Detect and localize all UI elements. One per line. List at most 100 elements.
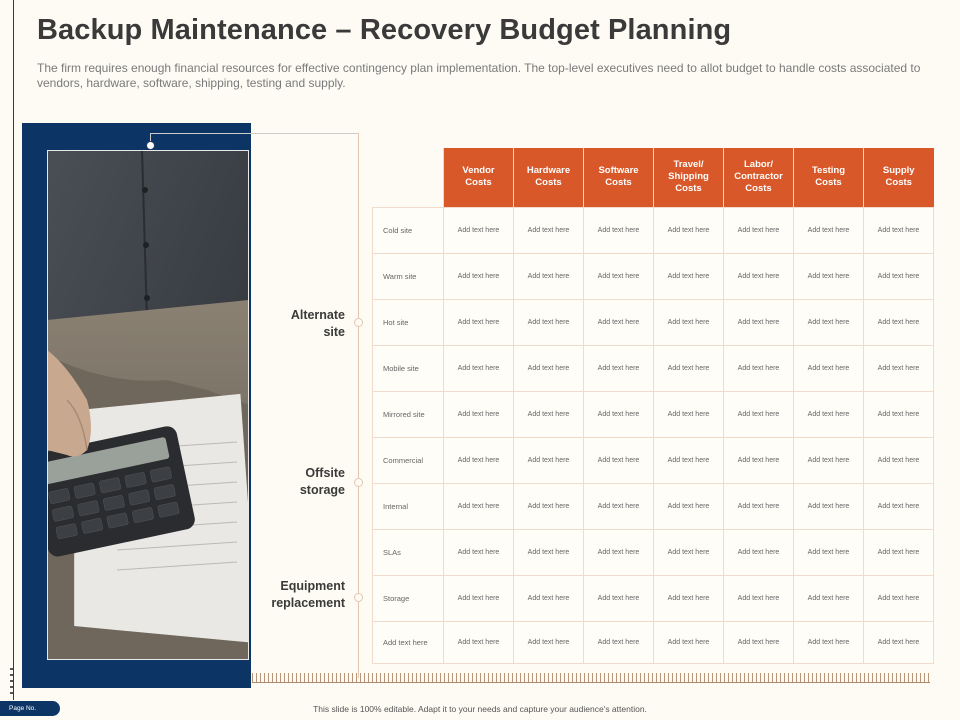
table-cell[interactable]: Add text here [793,390,864,438]
table-cell[interactable]: Add text here [513,344,584,392]
row-label: Storage [372,574,444,622]
table-cell[interactable]: Add text here [583,482,654,530]
table-cell[interactable]: Add text here [513,206,584,254]
table-row: Mirrored site Add text here Add text here A… [372,390,934,438]
table-cell[interactable]: Add text here [723,344,794,392]
column-header-line: Costs [745,183,772,195]
column-header: Supply Costs [863,148,934,207]
table-cell[interactable]: Add text here [583,574,654,622]
table-cell[interactable]: Add text here [863,436,934,484]
table-cell[interactable]: Add text here [793,252,864,300]
table-row: Add text here Add text here Add text here A… [372,620,934,664]
table-row: SLAs Add text here Add text here Add text h… [372,528,934,576]
column-header-line: Labor/ [743,159,774,171]
column-header-line: Costs [675,183,702,195]
table-header-row: Vendor Costs Hardware Costs Software Costs Tra… [373,148,934,207]
column-header: Travel/Shipping Costs [653,148,724,207]
vertical-dots-decoration [10,668,13,694]
table-cell[interactable]: Add text here [513,436,584,484]
table-cell[interactable]: Add text here [653,344,724,392]
table-cell[interactable]: Add text here [583,298,654,346]
table-cell[interactable]: Add text here [583,344,654,392]
table-cell[interactable]: Add text here [723,574,794,622]
table-cell[interactable]: Add text here [653,620,724,664]
column-header-line: Travel/ [673,159,704,171]
table-cell[interactable]: Add text here [863,252,934,300]
table-cell[interactable]: Add text here [863,390,934,438]
table-cell[interactable]: Add text here [863,206,934,254]
table-cell[interactable]: Add text here [723,482,794,530]
table-cell[interactable]: Add text here [443,252,514,300]
table-cell[interactable]: Add text here [583,620,654,664]
column-header-line: Costs [535,177,562,189]
table-cell[interactable]: Add text here [513,620,584,664]
table-cell[interactable]: Add text here [723,298,794,346]
table-cell[interactable]: Add text here [793,344,864,392]
table-cell[interactable]: Add text here [443,620,514,664]
table-cell[interactable]: Add text here [863,528,934,576]
table-cell[interactable]: Add text here [443,298,514,346]
table-cell[interactable]: Add text here [653,482,724,530]
table-cell[interactable]: Add text here [443,482,514,530]
footer-note: This slide is 100% editable. Adapt it to… [313,704,647,714]
table-cell[interactable]: Add text here [583,390,654,438]
table-cell[interactable]: Add text here [793,482,864,530]
group-label-line: replacement [271,596,345,610]
group-label-offsite-storage: Offsite storage [235,465,345,499]
table-cell[interactable]: Add text here [723,390,794,438]
table-cell[interactable]: Add text here [513,482,584,530]
table-cell[interactable]: Add text here [583,252,654,300]
table-cell[interactable]: Add text here [443,528,514,576]
table-cell[interactable]: Add text here [653,252,724,300]
table-cell[interactable]: Add text here [583,436,654,484]
table-cell[interactable]: Add text here [793,206,864,254]
table-cell[interactable]: Add text here [443,574,514,622]
table-cell[interactable]: Add text here [513,252,584,300]
group-label-line: storage [299,483,345,497]
table-cell[interactable]: Add text here [513,390,584,438]
table-cell[interactable]: Add text here [723,436,794,484]
table-cell[interactable]: Add text here [513,298,584,346]
row-label: Add text here [372,620,444,664]
group-label-alternate-site: Alternate site [235,307,345,341]
column-header-line: Costs [605,177,632,189]
table-cell[interactable]: Add text here [653,574,724,622]
group-label-line: site [323,325,345,339]
row-label: SLAs [372,528,444,576]
group-marker-icon [354,318,363,327]
table-cell[interactable]: Add text here [863,620,934,664]
table-cell[interactable]: Add text here [443,206,514,254]
table-cell[interactable]: Add text here [863,482,934,530]
table-cell[interactable]: Add text here [723,528,794,576]
group-bracket-line [358,133,359,678]
table-cell[interactable]: Add text here [653,390,724,438]
table-cell[interactable]: Add text here [863,574,934,622]
table-cell[interactable]: Add text here [793,298,864,346]
table-cell[interactable]: Add text here [793,436,864,484]
table-cell[interactable]: Add text here [443,436,514,484]
table-cell[interactable]: Add text here [653,206,724,254]
table-row: Mobile site Add text here Add text here Add… [372,344,934,392]
table-cell[interactable]: Add text here [653,528,724,576]
bottom-ruler-base [252,682,930,683]
table-cell[interactable]: Add text here [583,528,654,576]
table-cell[interactable]: Add text here [863,298,934,346]
table-cell[interactable]: Add text here [443,344,514,392]
table-cell[interactable]: Add text here [653,298,724,346]
table-cell[interactable]: Add text here [793,620,864,664]
table-cell[interactable]: Add text here [513,574,584,622]
table-cell[interactable]: Add text here [653,436,724,484]
column-header: Vendor Costs [443,148,514,207]
group-label-equipment-replacement: Equipment replacement [235,578,345,612]
table-cell[interactable]: Add text here [443,390,514,438]
table-cell[interactable]: Add text here [583,206,654,254]
table-cell[interactable]: Add text here [863,344,934,392]
group-marker-icon [354,593,363,602]
table-cell[interactable]: Add text here [723,252,794,300]
table-cell[interactable]: Add text here [513,528,584,576]
table-cell[interactable]: Add text here [723,206,794,254]
table-cell[interactable]: Add text here [723,620,794,664]
table-cell[interactable]: Add text here [793,528,864,576]
column-header-line: Hardware [526,165,571,177]
table-cell[interactable]: Add text here [793,574,864,622]
